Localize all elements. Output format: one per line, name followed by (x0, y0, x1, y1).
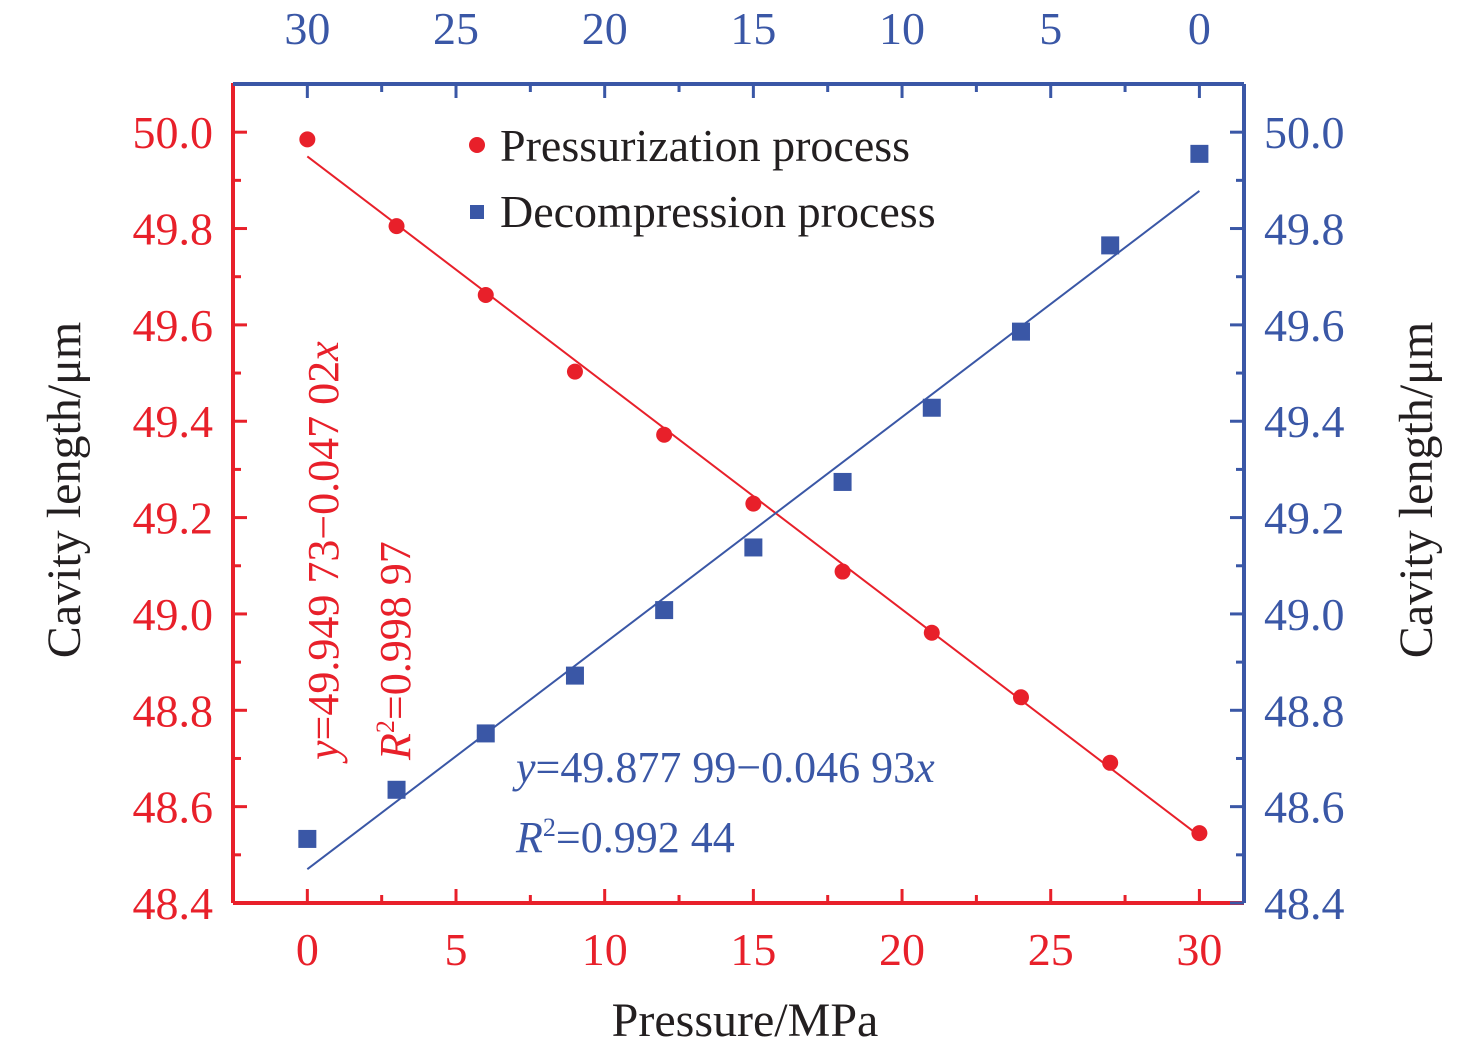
decompression-point[interactable] (565, 666, 584, 685)
pressurization-fit-equation: y=49.949 73−0.047 02x (299, 341, 348, 764)
y-left-tick-label: 49.6 (133, 300, 214, 351)
decompression-fit-equation: y=49.877 99−0.046 93x (512, 743, 935, 792)
legend-marker-square (470, 205, 484, 219)
legend-label-decompression: Decompression process (500, 186, 936, 237)
decompression-point[interactable] (922, 398, 941, 417)
eq-body: =49.949 73−0.047 02 (299, 361, 348, 741)
decompression-point[interactable] (744, 538, 763, 557)
eq-var-y: y (512, 743, 536, 792)
x-tick-label: 20 (879, 924, 925, 975)
decompression-fit-line (306, 190, 1201, 871)
x-top-tick-label: 5 (1039, 3, 1062, 54)
eq-var-x: x (914, 743, 935, 792)
decompression-point[interactable] (1101, 236, 1120, 255)
r2-exponent: 2 (371, 720, 400, 733)
x-top-tick-label: 15 (730, 3, 776, 54)
r2-body: =0.992 44 (556, 813, 735, 862)
r2-symbol: R (515, 813, 543, 862)
decompression-point[interactable] (476, 724, 495, 743)
pressurization-point[interactable] (477, 287, 494, 304)
pressurization-point[interactable] (566, 363, 583, 380)
pressurization-point[interactable] (834, 563, 851, 580)
decompression-point[interactable] (1011, 322, 1030, 341)
y-left-tick-label: 49.2 (133, 493, 214, 544)
x-tick-label: 10 (582, 924, 628, 975)
pressurization-fit-r2: R2=0.998 97 (371, 541, 420, 761)
pressurization-point[interactable] (745, 495, 762, 512)
left-y-axis-title: Cavity length/μm (38, 322, 91, 658)
y-right-tick-label: 49.8 (1264, 204, 1345, 255)
x-top-tick-label: 0 (1188, 3, 1211, 54)
y-left-tick-label: 49.8 (133, 204, 214, 255)
y-right-tick-label: 50.0 (1264, 107, 1345, 158)
y-left-tick-label: 50.0 (133, 107, 214, 158)
decompression-fit-r2: R2=0.992 44 (515, 813, 735, 862)
y-right-tick-label: 49.2 (1264, 493, 1345, 544)
legend: Pressurization process Decompression pro… (469, 120, 936, 237)
y-right-tick-label: 49.6 (1264, 300, 1345, 351)
y-right-tick-label: 49.0 (1264, 589, 1345, 640)
pressurization-point[interactable] (656, 426, 673, 443)
eq-body: =49.877 99−0.046 93 (536, 743, 916, 792)
y-right-tick-label: 48.6 (1264, 782, 1345, 833)
x-top-tick-label: 30 (284, 3, 330, 54)
x-axis-title: Pressure/MPa (612, 994, 879, 1047)
x-top-tick-label: 10 (879, 3, 925, 54)
eq-var-x: x (299, 341, 348, 362)
y-right-tick-label: 48.4 (1264, 878, 1345, 929)
x-tick-label: 30 (1176, 924, 1222, 975)
eq-var-y: y (299, 740, 348, 764)
r2-symbol: R (371, 733, 420, 761)
tick-labels: 0 5 10 15 20 25 30 30 25 20 15 10 5 0 48.4 48.4 48.6 48.6… (133, 3, 1345, 975)
y-left-tick-label: 48.8 (133, 685, 214, 736)
x-tick-label: 5 (445, 924, 468, 975)
y-left-tick-label: 49.0 (133, 589, 214, 640)
decompression-point[interactable] (833, 472, 852, 491)
pressurization-point[interactable] (1191, 825, 1208, 842)
legend-label-pressurization: Pressurization process (500, 120, 910, 171)
r2-body: =0.998 97 (371, 541, 420, 720)
x-top-tick-label: 20 (582, 3, 628, 54)
y-left-tick-label: 48.6 (133, 782, 214, 833)
y-right-tick-label: 48.8 (1264, 685, 1345, 736)
legend-item-decompression[interactable]: Decompression process (470, 186, 936, 237)
data-points (298, 131, 1209, 848)
right-y-axis-title: Cavity length/μm (1390, 322, 1443, 658)
y-right-tick-label: 49.4 (1264, 396, 1345, 447)
decompression-point[interactable] (387, 780, 406, 799)
pressurization-point[interactable] (1012, 689, 1029, 706)
axis-ticks (233, 84, 1244, 905)
y-left-tick-label: 49.4 (133, 396, 214, 447)
x-tick-label: 25 (1028, 924, 1074, 975)
legend-item-pressurization[interactable]: Pressurization process (469, 120, 910, 171)
decompression-point[interactable] (1190, 144, 1209, 163)
pressurization-point[interactable] (299, 131, 316, 148)
decompression-point[interactable] (655, 601, 674, 620)
pressurization-point[interactable] (923, 624, 940, 641)
legend-marker-circle (469, 137, 485, 153)
axis-frame (231, 82, 1246, 905)
pressurization-point[interactable] (388, 218, 405, 235)
decompression-point[interactable] (298, 829, 317, 848)
y-left-tick-label: 48.4 (133, 878, 214, 929)
r2-exponent: 2 (543, 813, 556, 842)
x-tick-label: 0 (296, 924, 319, 975)
pressurization-point[interactable] (1102, 754, 1119, 771)
x-tick-label: 15 (730, 924, 776, 975)
x-top-tick-label: 25 (433, 3, 479, 54)
